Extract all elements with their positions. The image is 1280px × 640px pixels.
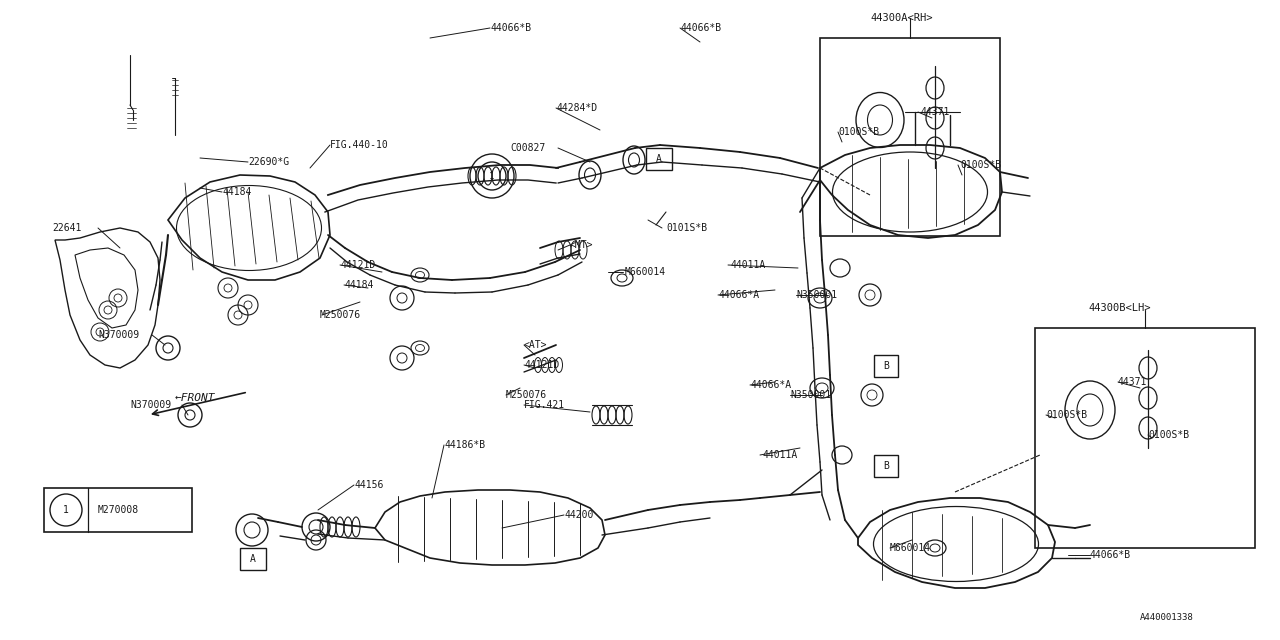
Text: 44011A: 44011A (730, 260, 765, 270)
Text: 22641: 22641 (52, 223, 82, 233)
Text: 1: 1 (63, 505, 69, 515)
Bar (646, 148, 672, 170)
Text: M250076: M250076 (320, 310, 361, 320)
Text: 44066*B: 44066*B (680, 23, 721, 33)
Text: 44184: 44184 (221, 187, 251, 197)
Text: <MT>: <MT> (570, 240, 594, 250)
Text: B: B (883, 461, 888, 471)
Text: 0101S*B: 0101S*B (666, 223, 707, 233)
Text: ←FRONT: ←FRONT (175, 393, 215, 403)
Text: 44284*D: 44284*D (556, 103, 598, 113)
Text: A: A (250, 554, 256, 564)
Text: 1: 1 (489, 172, 494, 180)
Text: N370009: N370009 (99, 330, 140, 340)
Text: 44121D: 44121D (524, 360, 559, 370)
Text: 0100S*B: 0100S*B (1148, 430, 1189, 440)
Text: A: A (657, 154, 662, 164)
Text: M660014: M660014 (890, 543, 931, 553)
Text: 44066*B: 44066*B (1091, 550, 1132, 560)
Bar (874, 455, 899, 477)
Text: 0100S*B: 0100S*B (838, 127, 879, 137)
Text: N350001: N350001 (790, 390, 831, 400)
Bar (1036, 328, 1254, 548)
Text: 44200: 44200 (564, 510, 594, 520)
Text: FIG.421: FIG.421 (524, 400, 566, 410)
Text: C00827: C00827 (509, 143, 545, 153)
Text: 44186*B: 44186*B (444, 440, 485, 450)
Bar (241, 548, 266, 570)
Text: A440001338: A440001338 (1140, 614, 1194, 623)
Text: 22690*G: 22690*G (248, 157, 289, 167)
Text: 44300A<RH>: 44300A<RH> (870, 13, 933, 23)
Text: N350001: N350001 (796, 290, 837, 300)
Bar (874, 355, 899, 377)
Text: 44184: 44184 (344, 280, 374, 290)
Text: B: B (883, 361, 888, 371)
Text: 44121D: 44121D (340, 260, 375, 270)
Text: N370009: N370009 (131, 400, 172, 410)
Text: M660014: M660014 (625, 267, 666, 277)
Text: 44371: 44371 (1117, 377, 1147, 387)
Text: M250076: M250076 (506, 390, 547, 400)
Text: 0100S*B: 0100S*B (960, 160, 1001, 170)
Text: <AT>: <AT> (524, 340, 548, 350)
Text: 44156: 44156 (355, 480, 384, 490)
Text: 44066*A: 44066*A (718, 290, 759, 300)
Text: 44066*B: 44066*B (490, 23, 531, 33)
Text: 44066*A: 44066*A (750, 380, 791, 390)
Text: FIG.440-10: FIG.440-10 (330, 140, 389, 150)
Text: 44371: 44371 (920, 107, 950, 117)
Bar (820, 38, 1000, 236)
Text: 44300B<LH>: 44300B<LH> (1088, 303, 1151, 313)
Text: 0100S*B: 0100S*B (1046, 410, 1087, 420)
Text: M270008: M270008 (97, 505, 138, 515)
Text: 44011A: 44011A (762, 450, 797, 460)
Bar (44, 488, 192, 532)
